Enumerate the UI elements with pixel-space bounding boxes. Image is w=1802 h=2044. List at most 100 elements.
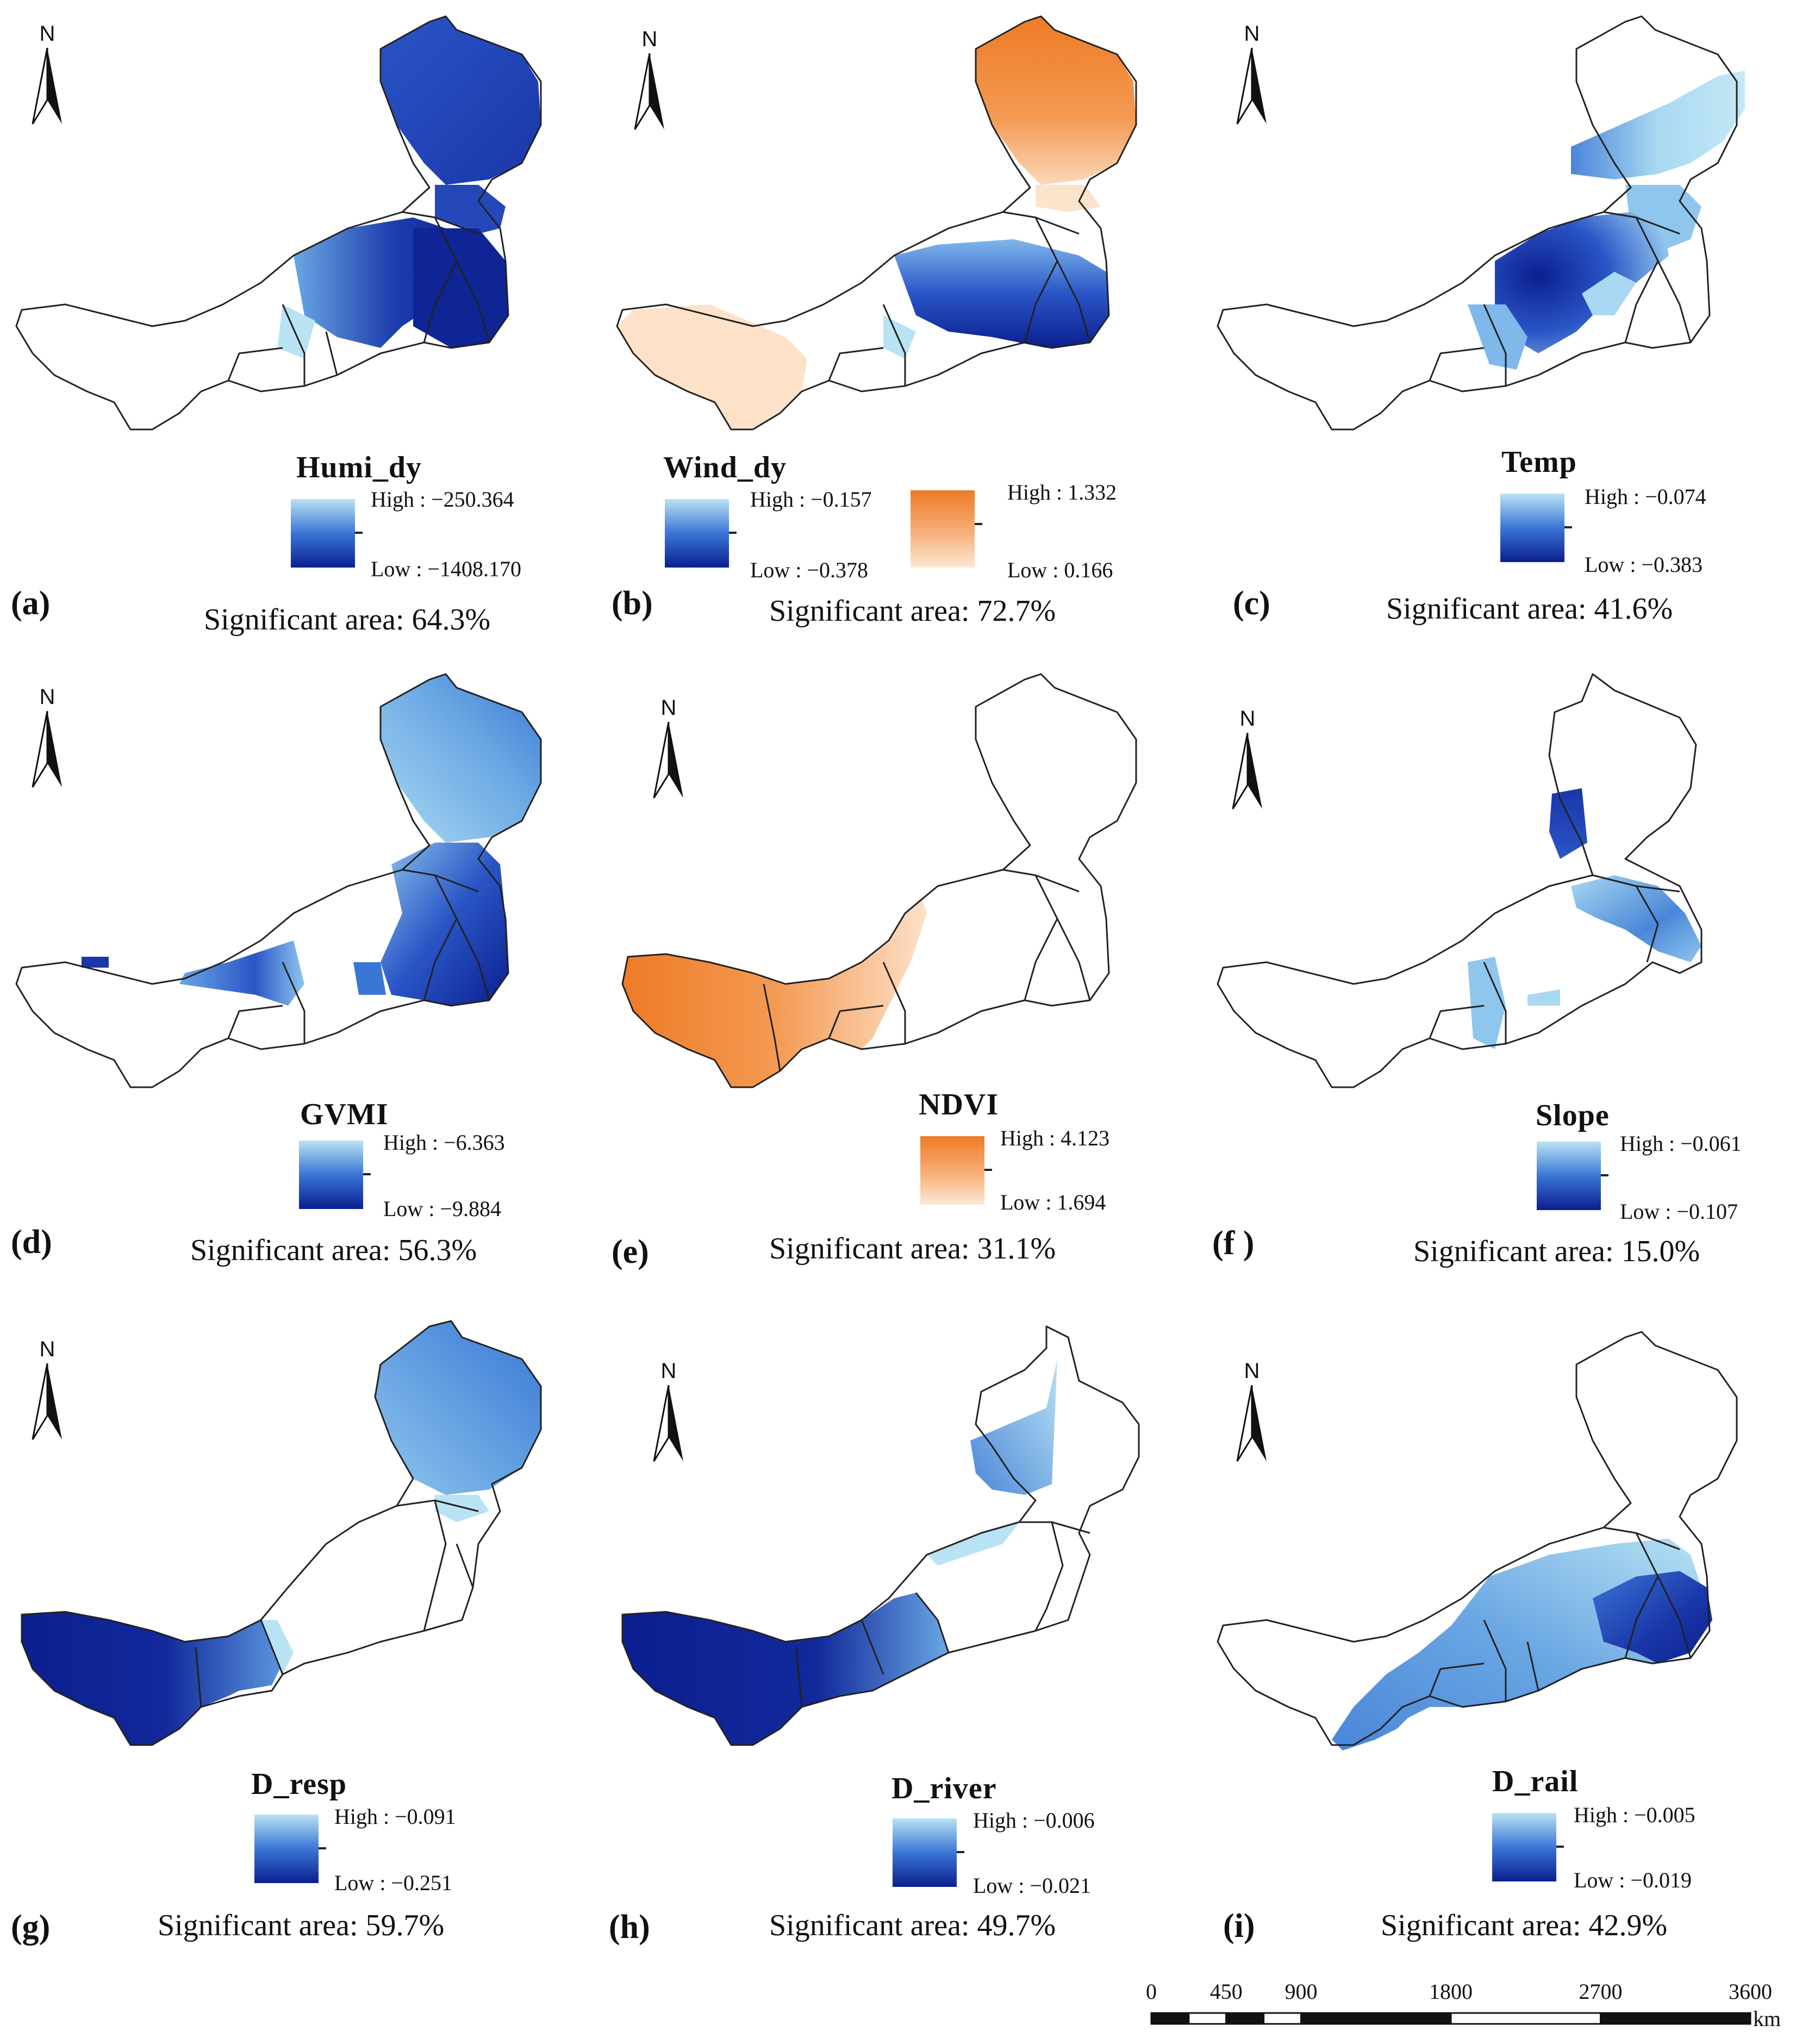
significant-area: Significant area: 49.7%: [769, 1909, 1056, 1942]
legend-title: Slope: [1536, 1099, 1610, 1132]
legend-title: D_resp: [251, 1767, 347, 1801]
north-arrow-icon: [32, 48, 62, 124]
legend-swatch: [291, 499, 363, 568]
province-boundaries: [21, 1320, 542, 1746]
scale-tick-label: 2700: [1579, 1979, 1623, 2004]
legend-title: Humi_dy: [296, 451, 422, 484]
region-shading: [622, 1359, 1057, 1745]
legend-title: Temp: [1501, 445, 1577, 479]
region-shading: [82, 674, 541, 1006]
panel-d: N GVMI High : −6.363 Low : −9.884 (d) Si…: [0, 658, 601, 1329]
panel-label: (a): [11, 585, 51, 622]
panel-label: (g): [11, 1909, 51, 1946]
panel-e: N NDVI High : 4.123 Low : 1.694 (e) Sign…: [601, 658, 1201, 1329]
legend-low: Low : 1.694: [1000, 1190, 1106, 1214]
legend-low: Low : −9.884: [383, 1197, 501, 1221]
panel-label: (e): [612, 1233, 649, 1270]
panel-g: N D_resp High : −0.091 Low : −0.251 (g) …: [0, 1316, 601, 1987]
legend-swatch: [254, 1815, 326, 1883]
north-arrow-icon: [1236, 1385, 1267, 1462]
map-humi-dy: [15, 15, 542, 431]
map-slope: [1217, 673, 1703, 1088]
north-arrow-icon: [634, 53, 664, 130]
province-boundaries: [1217, 673, 1703, 1088]
legend-high: High : −0.091: [334, 1804, 456, 1829]
legend-low: Low : −0.019: [1574, 1868, 1692, 1892]
significant-area: Significant area: 56.3%: [190, 1233, 477, 1267]
north-arrow-icon: [32, 1363, 62, 1440]
panel-label: (h): [609, 1909, 650, 1946]
legend-title: GVMI: [300, 1098, 389, 1131]
province-boundaries: [1217, 1331, 1738, 1746]
legend-swatch: [920, 1136, 992, 1205]
legend-high: High : −250.364: [371, 487, 514, 512]
legend-low: Low : −0.107: [1620, 1199, 1738, 1224]
map-ndvi: [621, 673, 1137, 1088]
legend-high: High : −0.005: [1574, 1803, 1695, 1827]
legend-low: Low : −0.021: [973, 1873, 1091, 1898]
north-label: N: [660, 1359, 677, 1383]
north-label: N: [39, 1337, 55, 1361]
north-arrow-icon: [32, 711, 62, 788]
legend-high-orange: High : 1.332: [1007, 480, 1117, 504]
significant-area: Significant area: 15.0%: [1413, 1235, 1700, 1268]
panel-label: (b): [612, 585, 653, 622]
province-boundaries: [616, 15, 1137, 431]
legend-high: High : −0.074: [1585, 484, 1706, 509]
scale-segment: [1150, 2012, 1190, 2025]
scale-tick-label: 0: [1146, 1979, 1157, 2004]
panel-i: N D_rail High : −0.005 Low : −0.019 (i) …: [1201, 1316, 1802, 1987]
significant-area: Significant area: 59.7%: [158, 1909, 445, 1942]
legend-high: High : −0.061: [1620, 1131, 1742, 1156]
scale-segment: [1300, 2012, 1452, 2025]
north-arrow-icon: [1232, 733, 1262, 809]
north-label: N: [660, 696, 677, 720]
legend-swatch: [299, 1141, 371, 1209]
significant-area: Significant area: 42.9%: [1381, 1909, 1668, 1942]
legend-low: Low : −0.378: [750, 558, 868, 582]
legend-swatch-orange: [911, 490, 982, 568]
legend-low: Low : −0.251: [334, 1871, 452, 1895]
province-boundaries: [621, 673, 1137, 1088]
panel-b: N Wind_dy High : −0.157 Low : −0.378 Hig…: [601, 0, 1201, 671]
legend-high: High : 4.123: [1000, 1126, 1110, 1150]
panel-label: (c): [1233, 585, 1270, 622]
scale-segment: [1225, 2012, 1265, 2025]
province-boundaries: [15, 15, 542, 431]
legend-low: Low : −1408.170: [371, 557, 521, 581]
north-arrow-icon: [653, 722, 683, 799]
legend-swatch: [1537, 1142, 1608, 1210]
panel-label: (d): [11, 1224, 52, 1261]
panel-f: N Slope High : −0.061 Low : −0.107 (f ) …: [1201, 658, 1802, 1329]
legend-title: NDVI: [919, 1088, 999, 1121]
north-label: N: [1244, 22, 1260, 46]
north-arrow-icon: [1236, 48, 1267, 124]
north-label: N: [39, 685, 55, 709]
map-d-river: [621, 1325, 1140, 1746]
legend-high: High : −0.157: [750, 487, 872, 512]
scale-tick-label: 450: [1209, 1979, 1243, 2004]
region-shading: [1468, 788, 1701, 1049]
scale-unit: km: [1753, 2006, 1781, 2031]
significant-area: Significant area: 31.1%: [769, 1232, 1056, 1266]
legend-swatch: [893, 1818, 964, 1887]
legend-swatch: [1500, 494, 1572, 562]
region-shading: [617, 16, 1136, 429]
legend-swatch: [1492, 1813, 1564, 1881]
panel-a: N Humi_dy High : −250.364 Low : −1408.17…: [0, 0, 601, 671]
region-shading: [277, 16, 541, 359]
scale-segment: [1188, 2012, 1227, 2025]
map-d-resp: [21, 1320, 542, 1746]
north-label: N: [1244, 1359, 1260, 1383]
legend-low: Low : −0.383: [1585, 552, 1703, 577]
map-temp: [1217, 15, 1745, 431]
north-label: N: [1239, 707, 1256, 731]
scale-segment: [1450, 2012, 1601, 2025]
panel-c: N Temp High : −0.074 Low : −0.383 (c) Si…: [1201, 0, 1802, 671]
map-d-rail: [1217, 1331, 1738, 1750]
north-label: N: [641, 27, 658, 51]
legend-high: High : −6.363: [383, 1130, 505, 1155]
legend-title: Wind_dy: [663, 451, 787, 484]
legend-low-orange: Low : 0.166: [1007, 558, 1113, 582]
